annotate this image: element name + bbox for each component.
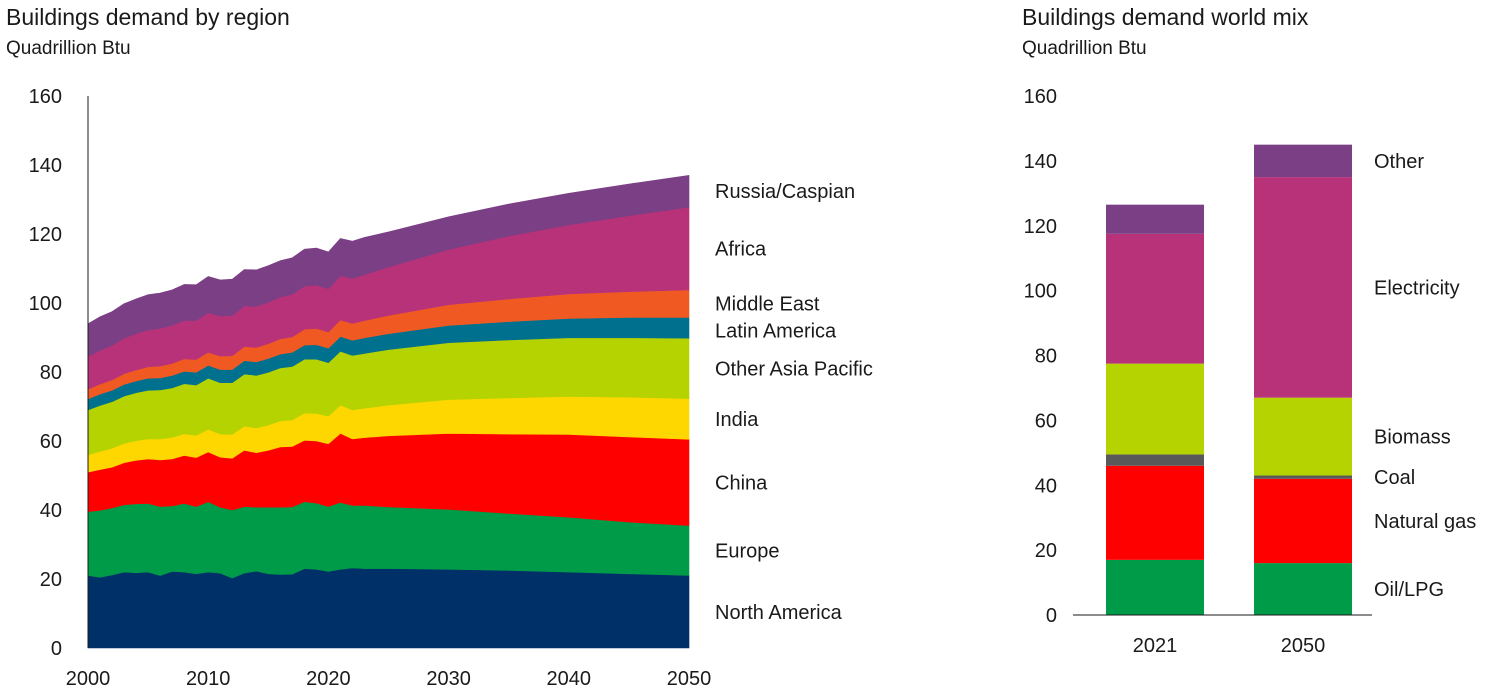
legend-label-middle-east: Middle East [715,294,820,316]
legend-label-other: Other [1374,151,1424,173]
mix-bar-segments [1106,144,1352,615]
mix-y-tick-label: 60 [1035,410,1057,432]
mix-y-tick-label: 100 [1024,281,1057,303]
region-y-tick-label: 40 [40,500,62,522]
region-y-tick-label: 160 [29,86,62,108]
left-chart-subtitle: Quadrillion Btu [6,38,131,59]
mix-x-tick-label: 2021 [1133,635,1178,657]
bar-2021-oil-lpg [1106,559,1204,615]
bar-2050-electricity [1254,177,1352,398]
mix-y-tick-label: 0 [1046,605,1057,627]
left-chart-title: Buildings demand by region [6,4,290,30]
region-y-tick-label: 140 [29,155,62,177]
region-x-tick-label: 2050 [667,668,712,690]
mix-y-tick-label: 140 [1024,151,1057,173]
bar-2050-oil-lpg [1254,563,1352,615]
legend-label-oil-lpg: Oil/LPG [1374,579,1444,601]
region-y-tick-label: 20 [40,569,62,591]
mix-y-tick-label: 80 [1035,346,1057,368]
bar-2021-natural-gas [1106,465,1204,560]
bar-2050-natural-gas [1254,478,1352,564]
bar-2050-coal [1254,475,1352,479]
region-y-tick-label: 120 [29,224,62,246]
bar-2021-other [1106,204,1204,234]
legend-label-biomass: Biomass [1374,427,1451,449]
bar-2050-biomass [1254,397,1352,476]
area-north-america [87,567,690,649]
right-chart-subtitle: Quadrillion Btu [1022,38,1147,59]
mix-y-tick-label: 160 [1024,86,1057,108]
bar-2021-electricity [1106,233,1204,364]
legend-label-africa: Africa [715,238,767,260]
mix-y-tick-label: 120 [1024,216,1057,238]
area-russia-caspian [87,175,690,357]
region-legend-labels: Russia/Caspian Africa Middle East Latin Ame… [715,181,873,624]
legend-label-china: China [715,472,768,494]
mix-legend-labels: Other Electricity Biomass Coal Natural gas Oi… [1374,151,1476,601]
mix-y-tick-label: 40 [1035,475,1057,497]
region-x-tick-label: 2000 [66,668,111,690]
legend-label-other-asia-pacific: Other Asia Pacific [715,358,873,380]
legend-label-natural-gas: Natural gas [1374,511,1476,533]
mix-y-tick-label: 20 [1035,540,1057,562]
region-y-tick-label: 0 [51,638,62,660]
mix-x-tick-label: 2050 [1281,635,1326,657]
bar-2021-coal [1106,454,1204,466]
region-x-tick-label: 2030 [426,668,471,690]
legend-label-north-america: North America [715,602,843,624]
legend-label-russia-caspian: Russia/Caspian [715,181,855,203]
legend-label-europe: Europe [715,541,780,563]
region-x-tick-label: 2010 [186,668,231,690]
legend-label-latin-america: Latin America [715,321,837,343]
legend-label-electricity: Electricity [1374,277,1460,299]
region-y-tick-label: 100 [29,293,62,315]
bar-2021-biomass [1106,363,1204,455]
region-y-tick-label: 60 [40,431,62,453]
legend-label-coal: Coal [1374,467,1415,489]
mix-chart-axes: 2021 2050 0 20 40 60 80 100 120 140 160 [1024,86,1372,657]
region-area-layers [87,175,690,649]
region-y-tick-label: 80 [40,362,62,384]
right-chart-title: Buildings demand world mix [1022,4,1309,30]
region-x-tick-label: 2020 [306,668,351,690]
legend-label-india: India [715,409,759,431]
region-x-tick-label: 2040 [547,668,592,690]
bar-2050-other [1254,144,1352,178]
